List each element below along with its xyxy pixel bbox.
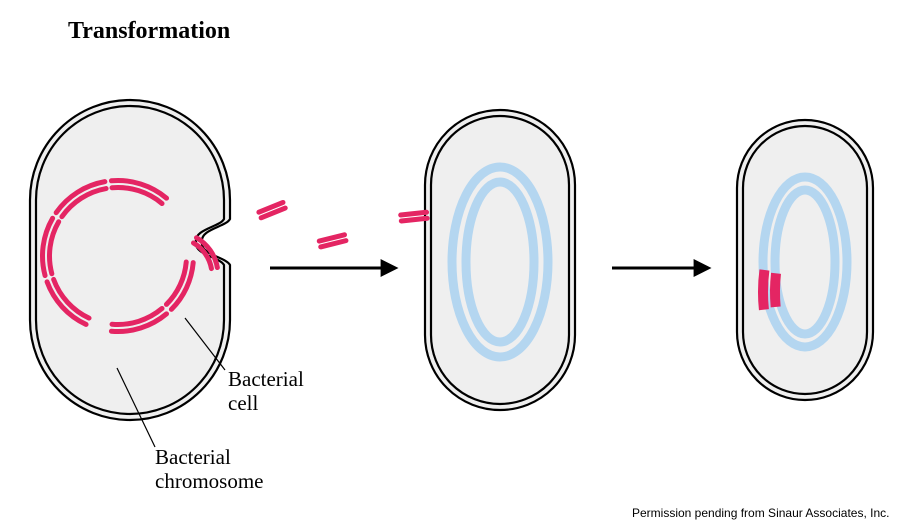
escaping-red-2 — [401, 212, 427, 215]
right-cell-outer — [737, 120, 873, 400]
image-credit: Permission pending from Sinaur Associate… — [632, 506, 889, 520]
left-cell-outer — [30, 100, 230, 420]
red-insert-inner — [775, 273, 776, 307]
diagram-svg — [0, 0, 916, 528]
label-bacterial-cell: Bacterialcell — [228, 367, 304, 415]
red-insert-outer — [763, 270, 764, 310]
escaping-red-2 — [401, 218, 427, 221]
middle-cell-outer — [425, 110, 575, 410]
diagram-canvas: Transformation Bacterialcell Bacterialch… — [0, 0, 916, 528]
label-bacterial-chromosome: Bacterialchromosome — [155, 445, 263, 493]
page-title: Transformation — [68, 18, 230, 45]
